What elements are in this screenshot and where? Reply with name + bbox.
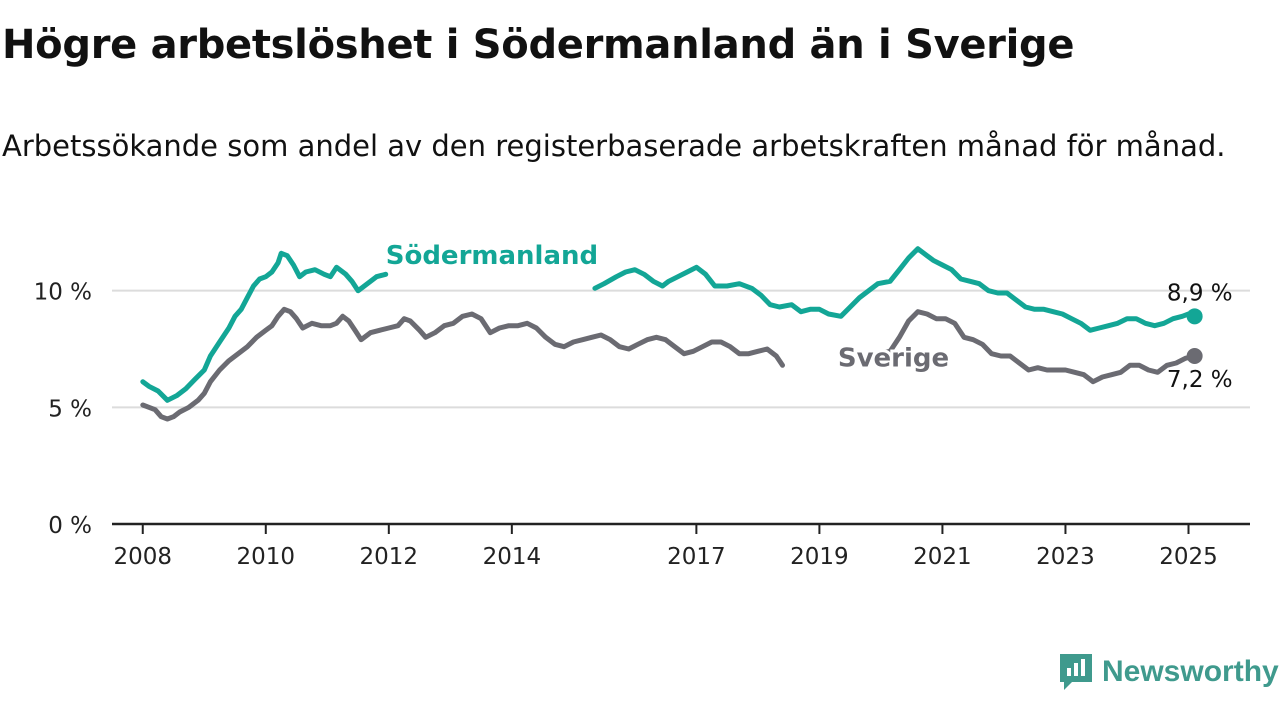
endpoint-label: 8,9 %	[1167, 280, 1233, 306]
series-line-sverige	[875, 309, 1198, 385]
series-layer	[140, 246, 1203, 422]
series-label: Sverige	[838, 344, 949, 374]
endpoint-label: 7,2 %	[1167, 367, 1233, 393]
chart-subtitle: Arbetssökande som andel av den registerb…	[2, 129, 1226, 163]
x-tick-label: 2021	[913, 544, 972, 570]
brand-name: Newsworthy	[1102, 655, 1279, 688]
series-line-sverige	[140, 306, 785, 422]
grid-layer	[112, 289, 1250, 409]
newsworthy-logo: Newsworthy	[1058, 652, 1279, 692]
x-tick-label: 2010	[237, 544, 296, 570]
y-tick-label: 5 %	[48, 396, 92, 422]
y-tick-label: 0 %	[48, 513, 92, 539]
x-tick-label: 2023	[1036, 544, 1095, 570]
x-tick-label: 2014	[483, 544, 542, 570]
x-tick-label: 2025	[1159, 544, 1218, 570]
newsworthy-logo-icon	[1060, 654, 1092, 690]
x-tick-label: 2008	[113, 544, 172, 570]
series-line-sodermanland	[140, 250, 389, 403]
endpoint-marker	[1186, 308, 1203, 325]
label-layer: Södermanland Sverige 8,9 % 7,2 %	[383, 238, 1233, 393]
x-tick-label: 2019	[790, 544, 849, 570]
series-label: Södermanland	[386, 241, 598, 271]
endpoint-marker	[1186, 348, 1203, 364]
y-tick-label: 10 %	[34, 280, 92, 306]
series-line-sodermanland	[592, 246, 1198, 333]
axis-layer: 0 % 5 % 10 % 2008 2010 2012 2014 2017 2019 2021 20…	[34, 280, 1250, 570]
x-tick-label: 2012	[360, 544, 419, 570]
chart-title: Högre arbetslöshet i Södermanland än i S…	[2, 22, 1075, 68]
x-tick-label: 2017	[667, 544, 726, 570]
